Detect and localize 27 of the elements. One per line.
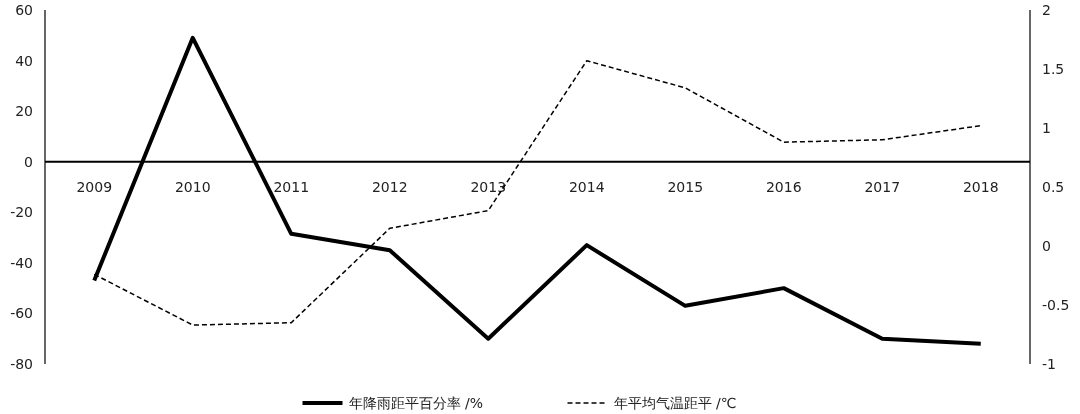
- x-tick-label: 2017: [864, 178, 901, 195]
- y2-tick-label: -1: [1042, 356, 1056, 372]
- legend-label: 年降雨距平百分率 /%: [348, 395, 483, 411]
- x-tick-label: 2014: [568, 178, 605, 195]
- y-tick-label: 20: [15, 103, 33, 120]
- y2-tick-label: -0.5: [1042, 297, 1070, 313]
- x-tick-label: 2016: [765, 178, 802, 195]
- x-tick-label: 2015: [667, 178, 704, 195]
- y-tick-label: -40: [10, 254, 33, 271]
- x-tick-label: 2018: [962, 178, 999, 195]
- y2-tick-label: 0.5: [1042, 179, 1065, 195]
- y-tick-label: -20: [10, 204, 33, 221]
- y2-tick-label: 2: [1042, 2, 1051, 18]
- x-tick-label: 2011: [273, 178, 310, 195]
- y2-tick-label: 1: [1042, 120, 1051, 136]
- x-tick-label: 2009: [76, 178, 113, 195]
- y-tick-label: 0: [24, 153, 33, 170]
- legend-label: 年平均气温距平 /℃: [613, 395, 737, 411]
- y-tick-label: -80: [10, 356, 33, 372]
- x-tick-label: 2010: [174, 178, 211, 195]
- y-tick-label: -60: [10, 305, 33, 322]
- y-tick-label: 40: [15, 52, 33, 69]
- y-tick-label: 60: [15, 2, 33, 18]
- y2-tick-label: 0: [1042, 238, 1051, 254]
- x-tick-label: 2012: [371, 178, 408, 195]
- y2-tick-label: 1.5: [1042, 61, 1065, 77]
- x-tick-label: 2013: [470, 178, 507, 195]
